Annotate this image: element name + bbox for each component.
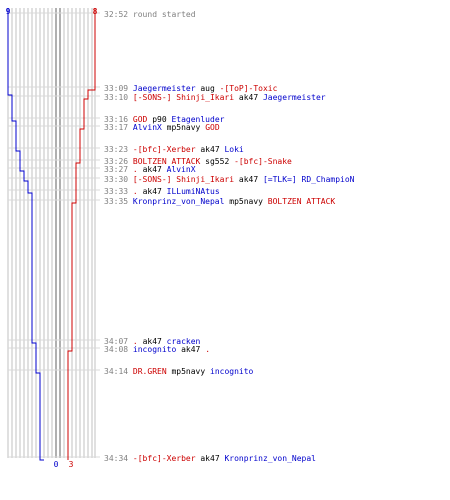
event-log-row: 33:16 GOD p90 Etagenluder — [104, 115, 224, 124]
event-log-row: 34:34 -[bfc]-Xerber ak47 Kronprinz_von_N… — [104, 454, 316, 463]
event-timestamp: 32:52 — [104, 10, 129, 19]
player-name: [=TLK=] RD_ChampioN — [262, 175, 355, 184]
event-timestamp: 33:30 — [104, 175, 129, 184]
event-log-row: 33:30 [-SONS-] Shinji_Ikari ak47 [=TLK=]… — [104, 175, 355, 184]
event-log-row: 34:14 DR.GREN mp5navy incognito — [104, 367, 253, 376]
player-name: AlvinX — [166, 165, 196, 174]
event-log-row: 32:52 round started — [104, 10, 196, 19]
player-name: -[bfc]-Snake — [234, 157, 292, 166]
player-name: Kronprinz_von_Nepal — [132, 197, 225, 206]
event-timestamp: 33:26 — [104, 157, 129, 166]
player-name: incognito — [210, 367, 254, 376]
player-name: cracken — [166, 337, 201, 346]
event-timestamp: 33:27 — [104, 165, 129, 174]
event-timestamp: 33:33 — [104, 187, 129, 196]
event-log-row: 33:23 -[bfc]-Xerber ak47 Loki — [104, 145, 244, 154]
player-name: ILLumiNAtus — [166, 187, 220, 196]
event-log-row: 34:07 . ak47 cracken — [104, 337, 200, 346]
weapon-name: mp5navy — [224, 197, 268, 206]
event-ticks — [8, 12, 100, 458]
weapon-name: ak47 — [137, 337, 167, 346]
event-timestamp: 34:07 — [104, 337, 129, 346]
weapon-name: mp5navy — [161, 123, 206, 132]
player-name: Loki — [224, 145, 244, 154]
weapon-name: ak47 — [234, 175, 263, 184]
red-team-alive-line — [67, 8, 96, 460]
player-name: BOLTZEN ATTACK — [267, 197, 336, 206]
event-log-row: 33:17 AlvinX mp5navy GOD — [104, 123, 220, 132]
team-boundary — [55, 8, 61, 458]
player-name: . — [132, 187, 138, 196]
blue-end-count: 0 — [54, 460, 59, 469]
player-name: . — [132, 165, 138, 174]
weapon-name: aug — [195, 84, 220, 93]
event-log-row: 33:33 . ak47 ILLumiNAtus — [104, 187, 220, 196]
event-log-row: 33:09 Jaegermeister aug -[ToP]-Toxic — [104, 84, 277, 93]
event-log-row: 33:27 . ak47 AlvinX — [104, 165, 196, 174]
weapon-name: p90 — [147, 115, 172, 124]
player-name: -[bfc]-Xerber — [132, 145, 196, 154]
player-name: Etagenluder — [171, 115, 225, 124]
blue-team-alive-line — [7, 8, 44, 461]
event-timestamp: 33:16 — [104, 115, 129, 124]
player-name: -[ToP]-Toxic — [219, 84, 278, 93]
player-name: Jaegermeister — [262, 93, 326, 102]
event-log-row: 34:08 incognito ak47 . — [104, 345, 210, 354]
event-log-row: 33:10 [-SONS-] Shinji_Ikari ak47 Jaegerm… — [104, 93, 326, 102]
event-message: round started — [132, 10, 196, 19]
event-log-row: 33:26 BOLTZEN ATTACK sg552 -[bfc]-Snake — [104, 157, 292, 166]
weapon-name: ak47 — [234, 93, 263, 102]
player-lines — [7, 8, 96, 458]
player-name: -[bfc]-Xerber — [132, 454, 196, 463]
event-timestamp: 33:09 — [104, 84, 129, 93]
red-start-count: 8 — [93, 7, 98, 16]
blue-start-count: 9 — [6, 7, 11, 16]
event-timestamp: 33:23 — [104, 145, 129, 154]
player-name: BOLTZEN ATTACK — [132, 157, 201, 166]
player-name: incognito — [132, 345, 177, 354]
weapon-name: ak47 — [195, 145, 225, 154]
event-timestamp: 34:14 — [104, 367, 129, 376]
weapon-name: ak47 — [137, 165, 167, 174]
player-name: AlvinX — [132, 123, 162, 132]
weapon-name: mp5navy — [166, 367, 210, 376]
event-timestamp: 34:34 — [104, 454, 129, 463]
player-name: GOD — [132, 115, 148, 124]
player-name: . — [205, 345, 211, 354]
event-log-row: 33:35 Kronprinz_von_Nepal mp5navy BOLTZE… — [104, 197, 335, 206]
player-name: [-SONS-] Shinji_Ikari — [132, 175, 235, 184]
player-name: [-SONS-] Shinji_Ikari — [132, 93, 235, 102]
player-name: GOD — [205, 123, 220, 132]
player-name: Jaegermeister — [132, 84, 196, 93]
event-timestamp: 33:17 — [104, 123, 129, 132]
player-name: DR.GREN — [132, 367, 167, 376]
player-name: Kronprinz_von_Nepal — [224, 454, 316, 463]
event-timestamp: 33:35 — [104, 197, 129, 206]
red-end-count: 3 — [69, 460, 74, 469]
player-name: . — [132, 337, 138, 346]
weapon-name: ak47 — [195, 454, 225, 463]
weapon-name: ak47 — [137, 187, 167, 196]
event-timestamp: 33:10 — [104, 93, 129, 102]
event-timestamp: 34:08 — [104, 345, 129, 354]
weapon-name: ak47 — [176, 345, 206, 354]
weapon-name: sg552 — [200, 157, 235, 166]
